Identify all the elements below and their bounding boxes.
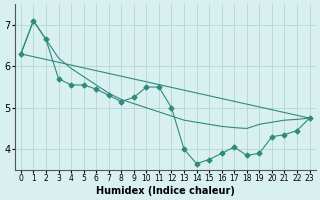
X-axis label: Humidex (Indice chaleur): Humidex (Indice chaleur): [96, 186, 235, 196]
